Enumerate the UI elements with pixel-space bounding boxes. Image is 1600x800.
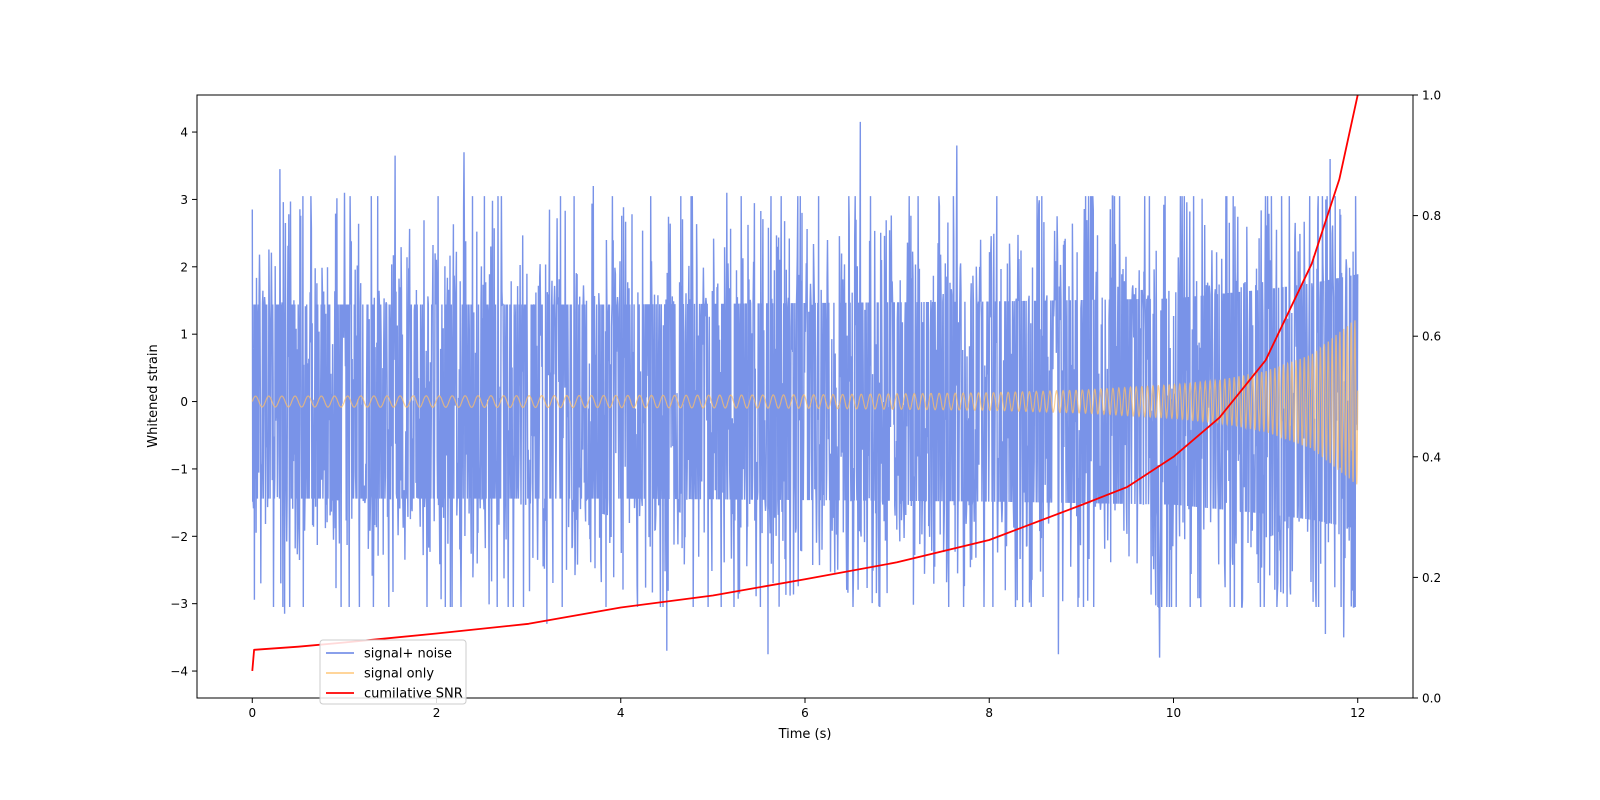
y-right-tick-label: 0.6 [1422, 330, 1441, 344]
legend-box [319, 639, 467, 705]
y-tick-label: 0 [180, 395, 188, 409]
y-right-tick-label: 0.0 [1422, 692, 1441, 706]
x-tick-label: 8 [985, 706, 993, 720]
series-signal-plus-noise [251, 121, 1359, 658]
x-tick-label: 6 [801, 706, 809, 720]
y-right-tick-label: 0.4 [1422, 450, 1441, 464]
y-right-tick-label: 0.2 [1422, 571, 1441, 585]
series-signal-only [251, 320, 1359, 485]
x-tick-label: 0 [248, 706, 256, 720]
y-tick-label: 1 [180, 328, 188, 342]
x-tick-label: 4 [617, 706, 625, 720]
x-tick-label: 2 [433, 706, 441, 720]
x-tick-label: 12 [1350, 706, 1365, 720]
y-tick-label: 2 [180, 260, 188, 274]
y-right-tick-label: 1.0 [1422, 89, 1441, 103]
y-tick-label: −4 [170, 665, 188, 679]
y-tick-label: −2 [170, 530, 188, 544]
legend: signal+ noise signal only cumilative SNR [319, 639, 467, 705]
y-axis-label: Whitened strain [146, 344, 161, 447]
legend-label: signal only [364, 667, 434, 682]
x-axis-label: Time (s) [778, 727, 832, 742]
series-layer [251, 95, 1359, 671]
y-axis-right: 0.0 0.2 0.4 0.6 0.8 1.0 [1413, 89, 1441, 706]
y-tick-label: −1 [170, 462, 188, 476]
legend-label: cumilative SNR [364, 687, 463, 702]
y-axis-left: −4 −3 −2 −1 0 1 2 3 4 [170, 126, 197, 679]
y-tick-label: 4 [180, 126, 188, 140]
legend-label: signal+ noise [364, 647, 452, 662]
y-tick-label: −3 [170, 597, 188, 611]
y-tick-label: 3 [180, 193, 188, 207]
x-tick-label: 10 [1166, 706, 1181, 720]
y-right-tick-label: 0.8 [1422, 209, 1441, 223]
